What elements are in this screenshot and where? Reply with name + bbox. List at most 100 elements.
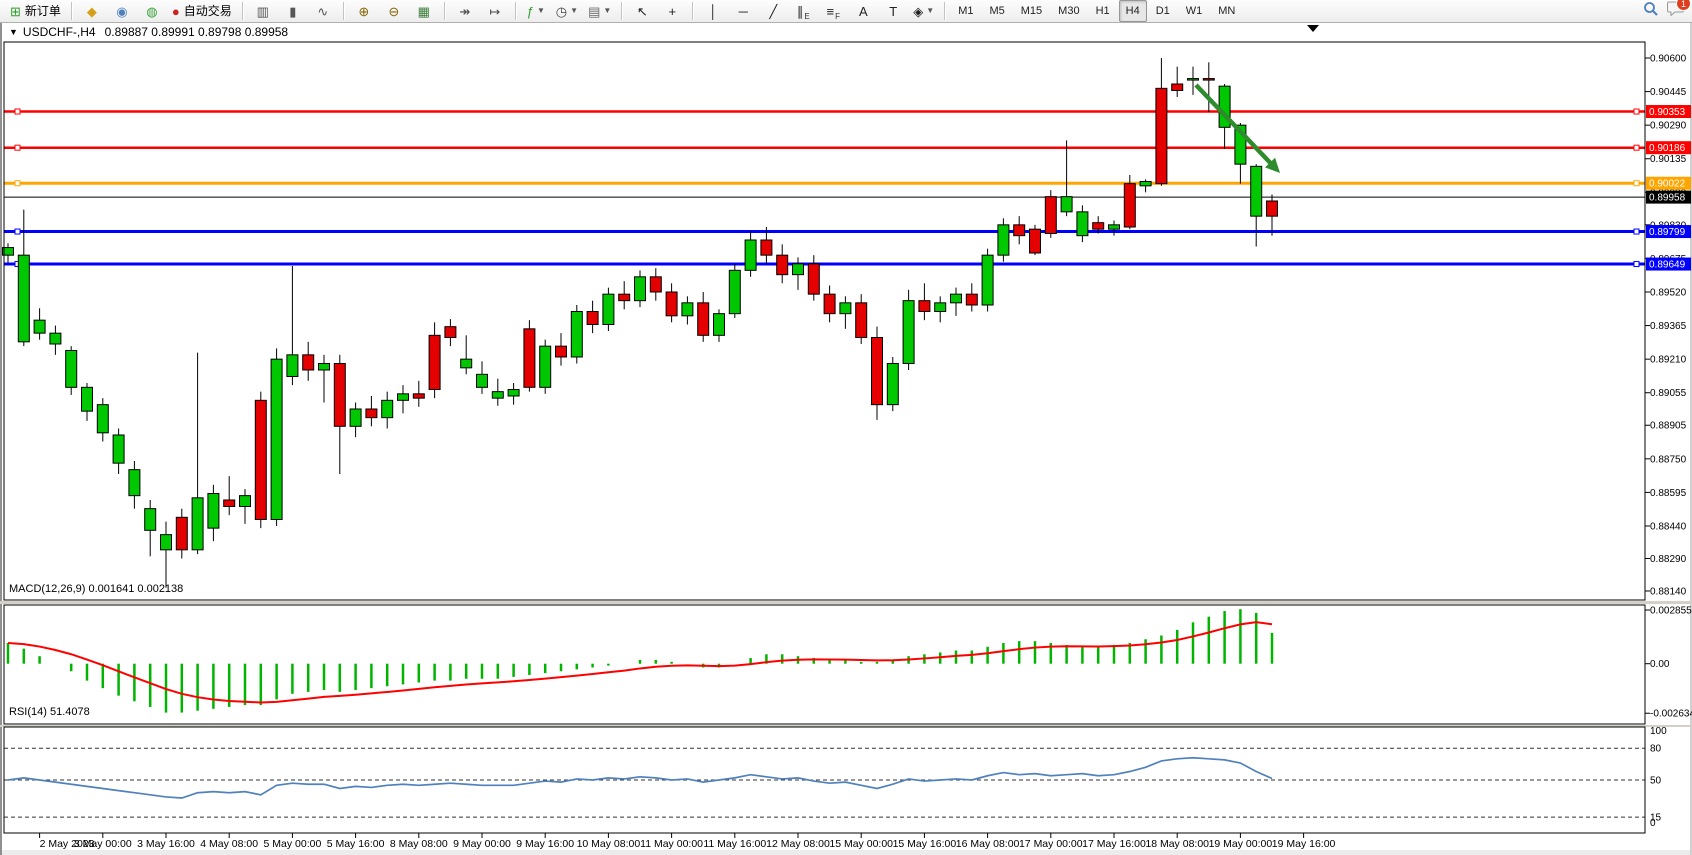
candlestick-chart-button[interactable]: ▮ [279, 1, 307, 22]
horizontal-line-button[interactable]: ─ [729, 1, 757, 22]
toolbar-separator [692, 2, 694, 20]
svg-text:9 May 16:00: 9 May 16:00 [516, 838, 574, 850]
icon-subscript: F [835, 11, 841, 21]
text-label-button[interactable]: T [879, 1, 907, 22]
dropdown-arrow-icon[interactable]: ▼ [603, 6, 612, 15]
svg-text:100: 100 [1650, 726, 1667, 737]
auto-trading-button[interactable]: ● 自动交易 [168, 1, 236, 22]
line-chart-icon: ∿ [317, 3, 329, 19]
dropdown-arrow-icon[interactable]: ▼ [926, 6, 935, 15]
timeframe-h1-button[interactable]: H1 [1095, 5, 1110, 17]
new-order-button[interactable]: ⊞ 新订单 [6, 1, 65, 22]
chart-shift-button[interactable]: ↦ [481, 1, 509, 22]
svg-text:0.90022: 0.90022 [1649, 179, 1686, 190]
indicators-button[interactable]: ƒ ▼ [522, 1, 550, 22]
search-button[interactable] [1643, 1, 1659, 22]
templates-button[interactable]: ▤ ▼ [584, 1, 615, 22]
timeframe-w1-button[interactable]: W1 [1185, 5, 1203, 17]
notification-badge: 1 [1676, 0, 1691, 11]
crosshair-button[interactable]: + [658, 1, 686, 22]
fibonacci-button[interactable]: ≡ F [819, 1, 847, 22]
svg-text:0.89649: 0.89649 [1649, 260, 1686, 271]
candles-layer [2, 58, 1278, 588]
svg-text:11 May 16:00: 11 May 16:00 [703, 838, 766, 850]
bar-chart-button[interactable]: ▥ [249, 1, 277, 22]
dropdown-arrow-icon[interactable]: ▼ [536, 6, 545, 15]
main-toolbar: ⊞ 新订单 ◆ ◉ ◍ ● 自动交易 ▥ ▮ ∿ ⊕ ⊖ ▦ ↠ ↦ ƒ ▼ ◷ ▼ ▤ ▼ ↖ + │ ─ ╱ ∥ E ≡ F A T ◈ ▼ M… [0, 0, 1692, 23]
toolbar-separator [621, 2, 623, 20]
svg-text:0.90290: 0.90290 [1650, 121, 1687, 132]
svg-text:0.90135: 0.90135 [1650, 154, 1687, 165]
svg-text:18 May 08:00: 18 May 08:00 [1145, 838, 1209, 850]
text-button[interactable]: A [849, 1, 877, 22]
svg-text:50: 50 [1650, 776, 1662, 787]
templates-icon: ▤ [588, 3, 601, 19]
chart-title-bar: ▼ USDCHF-,H4 0.89887 0.89991 0.89798 0.8… [9, 25, 288, 39]
svg-text:17 May 00:00: 17 May 00:00 [1019, 838, 1083, 850]
chart-symbol-label: USDCHF-,H4 [22, 25, 96, 39]
history-center-icon: ◆ [86, 3, 97, 19]
expert-advisors-icon: ◉ [116, 3, 128, 19]
svg-text:8 May 08:00: 8 May 08:00 [390, 838, 448, 850]
timeframe-m1-button[interactable]: M1 [958, 5, 974, 17]
trendline-icon: ╱ [769, 3, 778, 19]
svg-text:0.88140: 0.88140 [1650, 586, 1687, 597]
svg-text:80: 80 [1650, 744, 1662, 755]
cursor-button[interactable]: ↖ [628, 1, 656, 22]
signals-button[interactable]: ◍ [138, 1, 166, 22]
timeframe-m15-button[interactable]: M15 [1020, 5, 1043, 17]
timeframe-m5-button[interactable]: M5 [989, 5, 1005, 17]
zoom-in-button[interactable]: ⊕ [350, 1, 378, 22]
zoom-out-icon: ⊖ [388, 3, 400, 19]
new-order-button-label: 新订单 [24, 4, 61, 18]
vertical-line-button[interactable]: │ [699, 1, 727, 22]
tile-windows-button[interactable]: ▦ [410, 1, 438, 22]
svg-text:0.90600: 0.90600 [1650, 54, 1687, 65]
svg-text:16 May 08:00: 16 May 08:00 [956, 838, 1020, 850]
svg-text:0.88440: 0.88440 [1650, 521, 1687, 532]
zoom-out-button[interactable]: ⊖ [380, 1, 408, 22]
svg-text:2 May 2023: 2 May 2023 [40, 838, 95, 850]
expert-advisors-button[interactable]: ◉ [108, 1, 136, 22]
svg-text:5 May 16:00: 5 May 16:00 [327, 838, 385, 850]
periods-icon: ◷ [555, 3, 568, 19]
toolbar-separator [514, 2, 516, 20]
chart-canvas[interactable]: 0.906000.904450.902900.901350.899800.898… [0, 23, 1692, 855]
svg-text:9 May 00:00: 9 May 00:00 [453, 838, 511, 850]
trendline-button[interactable]: ╱ [759, 1, 787, 22]
auto-scroll-icon: ↠ [459, 3, 471, 19]
svg-text:3 May 00:00: 3 May 00:00 [74, 838, 132, 850]
panel-splitter [0, 725, 1692, 727]
line-chart-button[interactable]: ∿ [309, 1, 337, 22]
chart-shift-marker-icon [1307, 25, 1319, 32]
panel-splitter [0, 601, 1692, 604]
toolbar-separator [944, 2, 946, 20]
notifications-chat-button[interactable]: 1 [1667, 0, 1691, 21]
svg-text:19 May 00:00: 19 May 00:00 [1209, 838, 1273, 850]
equidistant-channel-button[interactable]: ∥ E [789, 1, 817, 22]
auto-trading-icon: ● [171, 3, 180, 19]
chart-ohlc-values: 0.89887 0.89991 0.89798 0.89958 [104, 25, 289, 39]
dropdown-arrow-icon[interactable]: ▼ [570, 6, 579, 15]
periods-button[interactable]: ◷ ▼ [552, 1, 582, 22]
macd-indicator-label: MACD(12,26,9) 0.001641 0.002138 [9, 583, 184, 595]
timeframe-m30-button[interactable]: M30 [1058, 5, 1080, 17]
svg-text:11 May 00:00: 11 May 00:00 [640, 838, 703, 850]
svg-text:0.00: 0.00 [1650, 659, 1670, 670]
timeframe-d1-button[interactable]: D1 [1155, 5, 1170, 17]
timeframe-h4-button[interactable]: H4 [1118, 0, 1147, 22]
timeframe-mn-button[interactable]: MN [1218, 5, 1236, 17]
arrows-button[interactable]: ◈ ▼ [909, 1, 938, 22]
text-label-icon: T [889, 3, 898, 19]
icon-subscript: E [804, 11, 810, 21]
collapse-triangle-icon[interactable]: ▼ [9, 27, 18, 37]
bar-chart-icon: ▥ [256, 3, 269, 19]
auto-scroll-button[interactable]: ↠ [451, 1, 479, 22]
svg-text:0.88750: 0.88750 [1650, 454, 1687, 465]
history-center-button[interactable]: ◆ [78, 1, 106, 22]
signals-icon: ◍ [146, 3, 158, 19]
svg-text:15 May 00:00: 15 May 00:00 [829, 838, 893, 850]
candlestick-chart-icon: ▮ [289, 3, 297, 19]
toolbar-separator [443, 2, 445, 20]
